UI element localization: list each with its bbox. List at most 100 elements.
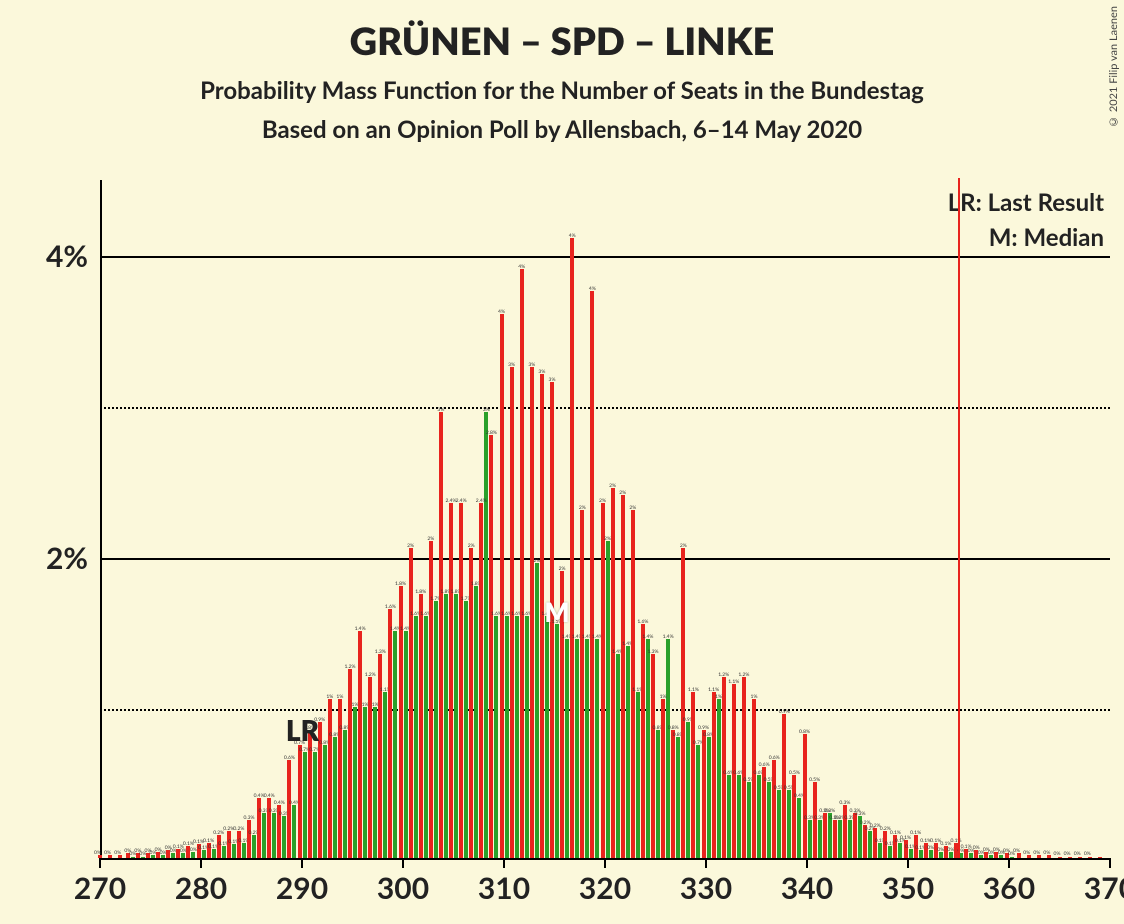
bar-secondary: [303, 752, 307, 858]
bar-secondary: [727, 775, 731, 858]
bar-primary: [1098, 857, 1102, 859]
bar-value-label: 2%: [619, 490, 626, 496]
xtick-mark: [301, 858, 303, 868]
bar-value-label: 1.8%: [395, 581, 406, 587]
page-title: GRÜNEN – SPD – LINKE: [0, 18, 1124, 64]
annotation-median: M: [545, 596, 570, 628]
bar-primary: [702, 730, 706, 858]
bar-primary: [772, 760, 776, 858]
bar-value-label: 2%: [680, 543, 687, 549]
bar-value-label: 1.1%: [708, 687, 719, 693]
bar-group: [712, 692, 721, 858]
bar-primary: [712, 692, 716, 858]
bar-group: [601, 503, 610, 858]
xtick-mark: [503, 858, 505, 868]
bar-value-label: 1.4%: [355, 626, 366, 632]
bar-secondary: [606, 541, 610, 858]
legend-lr: LR: Last Result: [948, 188, 1104, 217]
bar-group: [772, 760, 781, 858]
bar-group: [267, 798, 276, 858]
bar-primary: [590, 291, 594, 858]
xtick-label: 310: [478, 870, 530, 906]
bar-group: [742, 677, 751, 858]
bar-secondary: [797, 798, 801, 858]
bar-group: [439, 412, 448, 858]
bar-primary: [742, 677, 746, 858]
chart-area: LR: Last Result M: Median 2%4%2702802903…: [100, 180, 1110, 860]
legend: LR: Last Result M: Median: [948, 188, 1104, 258]
bar-value-label: 0.3%: [839, 800, 850, 806]
bar-secondary: [444, 594, 448, 858]
bar-value-label: 0.8%: [668, 725, 679, 731]
bar-value-label: 4%: [498, 309, 505, 315]
bar-primary: [479, 503, 483, 858]
bar-secondary: [565, 639, 569, 858]
bar-value-label: 2%: [407, 543, 414, 549]
bar-primary: [752, 699, 756, 858]
bar-group: [479, 412, 488, 858]
legend-m: M: Median: [948, 223, 1104, 252]
bar-group: [803, 734, 812, 858]
bar-primary: [853, 813, 857, 858]
bar-group: [833, 820, 842, 858]
bar-value-label: 3%: [528, 362, 535, 368]
bar-value-label: 1%: [326, 694, 333, 700]
xtick-label: 350: [882, 870, 934, 906]
y-axis: [100, 180, 102, 860]
bar-secondary: [252, 835, 256, 858]
bar-value-label: 3%: [508, 362, 515, 368]
bar-primary: [298, 745, 302, 858]
bar-value-label: 2.4%: [476, 498, 487, 504]
bar-value-label: 2.8%: [486, 430, 497, 436]
bar-primary: [803, 734, 807, 858]
bar-group: [257, 798, 266, 858]
bar-value-label: 0%: [114, 850, 121, 856]
bar-value-label: 0.4%: [264, 793, 275, 799]
bar-secondary: [545, 616, 549, 858]
bar-group: [722, 677, 731, 858]
bar-group: [702, 730, 711, 858]
bar-group: [661, 639, 670, 858]
bar-secondary: [888, 846, 892, 858]
bar-secondary: [838, 820, 842, 858]
bar-group: [338, 699, 347, 858]
bar-value-label: 0%: [104, 850, 111, 856]
bar-secondary: [787, 790, 791, 858]
bar-primary: [328, 699, 332, 858]
bar-value-label: 0.9%: [779, 709, 790, 715]
bar-group: [752, 699, 761, 858]
bar-primary: [661, 699, 665, 858]
bar-secondary: [696, 745, 700, 858]
bar-secondary: [464, 601, 468, 858]
bar-primary: [358, 631, 362, 858]
xtick-label: 320: [579, 870, 631, 906]
bar-primary: [691, 692, 695, 858]
bar-secondary: [414, 616, 418, 858]
bar-value-label: 0.2%: [233, 826, 244, 832]
bar-value-label: 1.2%: [738, 672, 749, 678]
bar-primary: [338, 699, 342, 858]
bar-primary: [520, 269, 524, 858]
bar-value-label: 0%: [1054, 851, 1061, 857]
bar-primary: [792, 775, 796, 858]
bar-group: [611, 488, 620, 858]
bar-value-label: 2%: [599, 498, 606, 504]
bar-secondary: [313, 752, 317, 858]
bar-secondary: [333, 737, 337, 858]
copyright-text: © 2021 Filip van Laenen: [1107, 6, 1120, 128]
bar-secondary: [909, 849, 913, 858]
subtitle-2: Based on an Opinion Poll by Allensbach, …: [0, 115, 1124, 144]
xtick-mark: [806, 858, 808, 868]
bar-primary: [601, 503, 605, 858]
bar-group: [287, 760, 296, 858]
xtick-mark: [200, 858, 202, 868]
bar-primary: [419, 594, 423, 858]
bar-secondary: [404, 631, 408, 858]
bar-value-label: 0%: [1074, 851, 1081, 857]
bar-value-label: 2%: [579, 505, 586, 511]
bar-secondary: [686, 722, 690, 858]
bar-primary: [439, 412, 443, 858]
bar-secondary: [707, 737, 711, 858]
bar-primary: [409, 548, 413, 858]
bar-primary: [378, 654, 382, 858]
